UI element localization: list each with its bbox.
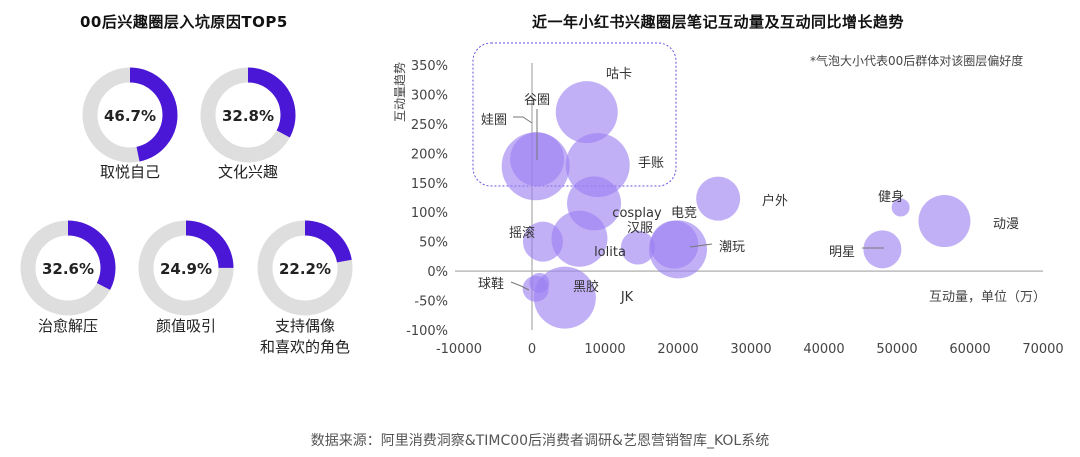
- x-tick-label: 50000: [876, 342, 917, 357]
- y-tick-label: 350%: [411, 59, 448, 74]
- bubble-明星: [863, 230, 902, 269]
- donut-category-label: 取悦自己: [60, 162, 200, 183]
- bubble-label: cosplay: [612, 206, 662, 221]
- data-source: 数据来源：阿里消费洞察&TIMC00后消费者调研&艺恩营销智库_KOL系统: [310, 433, 770, 449]
- bubble-label: 咕卡: [606, 66, 632, 82]
- leader-line-chaowan: [689, 243, 713, 248]
- bubble-lolita: [551, 210, 608, 267]
- y-tick-label: 0%: [427, 265, 448, 280]
- leader-line-wawa: [513, 116, 533, 124]
- x-tick-label: 30000: [730, 342, 771, 357]
- donut-value-label: 24.9%: [160, 260, 212, 278]
- y-tick-label: 150%: [411, 177, 448, 192]
- donut-value-arc: [138, 220, 234, 316]
- bubble-label: 健身: [878, 189, 904, 205]
- donut-category-line: 和喜欢的角色: [259, 338, 350, 356]
- donut-value-label: 32.6%: [42, 260, 94, 278]
- x-tick-label: 40000: [803, 342, 844, 357]
- donut-chart: 24.9%: [138, 220, 234, 316]
- donut-value-arc: [257, 220, 353, 316]
- bubble-咕卡: [555, 81, 618, 144]
- donut-value-arc: [20, 220, 116, 316]
- bubble-汉服: [620, 230, 655, 265]
- bubble-label: 动漫: [993, 217, 1019, 232]
- x-tick-label: 70000: [1022, 342, 1063, 357]
- y-tick-label: 100%: [411, 206, 448, 221]
- bubble-label: lolita: [594, 245, 626, 260]
- leader-line-qiuxie: [510, 281, 530, 291]
- bubble-娃圈: [501, 132, 570, 201]
- donut-value-label: 46.7%: [104, 107, 156, 125]
- bubble-label: JK: [620, 290, 634, 305]
- bubble-chart: -100% -50% 0% 50% 100% 150% 200% 250% 300% 350% -1…: [393, 42, 1064, 357]
- donut-category-label: 文化兴趣: [178, 162, 318, 183]
- bubble-label: 黑胶: [573, 279, 599, 295]
- donut-category-line: 颜值吸引: [155, 317, 216, 335]
- donut-value-label: 32.8%: [222, 107, 274, 125]
- bubble-label: 娃圈: [481, 113, 507, 128]
- y-tick-label: -50%: [414, 295, 448, 310]
- donut-category-line: 文化兴趣: [217, 163, 278, 181]
- bubble-label: 明星: [829, 245, 855, 260]
- bubble-size-note: *气泡大小代表00后群体对该圈层偏好度: [810, 54, 1024, 68]
- y-axis-label: 互动量趋势: [393, 62, 407, 122]
- x-tick-label: 10000: [584, 342, 625, 357]
- donut-category-label: 治愈解压: [0, 316, 138, 337]
- bubble-潮玩: [649, 220, 707, 279]
- x-tick-label: -10000: [436, 342, 482, 357]
- donut-category-line: 取悦自己: [99, 163, 160, 181]
- donut-category-line: 治愈解压: [37, 317, 98, 335]
- bubble-label: 电竞: [671, 205, 697, 221]
- bubble-label: 潮玩: [719, 240, 745, 255]
- y-tick-label: 200%: [411, 147, 448, 162]
- bubble-label: 谷圈: [524, 93, 550, 108]
- donut-value-label: 22.2%: [279, 260, 331, 278]
- donut-chart: 46.7%: [82, 67, 178, 163]
- donut-chart: 32.6%: [20, 220, 116, 316]
- x-tick-label: 0: [528, 342, 536, 357]
- y-tick-label: 250%: [411, 118, 448, 133]
- x-axis-label: 互动量，单位（万）: [929, 290, 1046, 305]
- donut-value-arc: [200, 67, 296, 163]
- donut-category-line: 支持偶像: [274, 317, 335, 335]
- chart-title: 近一年小红书兴趣圈层笔记互动量及互动同比增长趋势: [532, 13, 905, 31]
- donut-category-label: 支持偶像和喜欢的角色: [235, 316, 375, 358]
- y-tick-label: 300%: [411, 88, 448, 103]
- bubble-label: 球鞋: [478, 276, 504, 292]
- donut-value-arc: [82, 67, 178, 163]
- bubble-label: 摇滚: [509, 225, 535, 241]
- x-tick-label: 20000: [657, 342, 698, 357]
- bubble-户外: [696, 176, 741, 221]
- bubble-动漫: [918, 195, 971, 248]
- bubble-JK: [533, 266, 596, 329]
- bubble-label: 汉服: [627, 221, 653, 236]
- donut-category-label: 颜值吸引: [116, 316, 256, 337]
- bubble-label: 手账: [638, 156, 664, 171]
- bubble-健身: [891, 198, 910, 217]
- y-tick-label: -100%: [406, 324, 448, 339]
- x-tick-label: 60000: [949, 342, 990, 357]
- donut-chart: 22.2%: [257, 220, 353, 316]
- y-tick-label: 50%: [419, 236, 448, 251]
- left-chart-title: 00后兴趣圈层入坑原因TOP5: [80, 13, 288, 31]
- donut-chart: 32.8%: [200, 67, 296, 163]
- bubble-label: 户外: [762, 193, 788, 209]
